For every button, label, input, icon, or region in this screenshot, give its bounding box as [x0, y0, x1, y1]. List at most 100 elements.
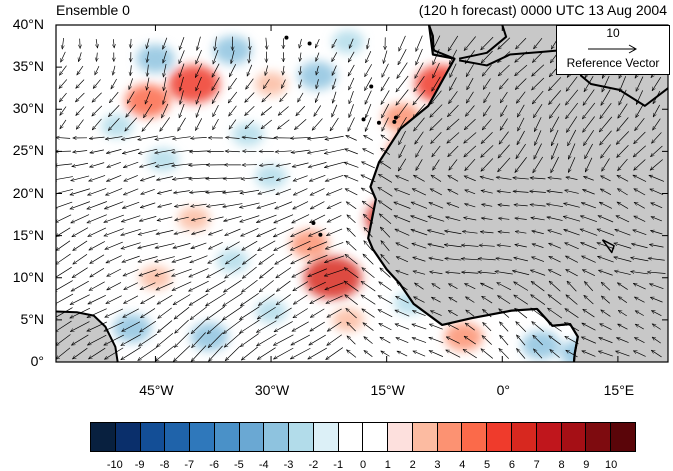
wind-arrow: [618, 89, 627, 105]
colorbar-cell: [388, 423, 413, 451]
wind-arrow: [411, 230, 428, 236]
wind-arrow: [517, 117, 525, 131]
wind-arrow: [70, 307, 91, 319]
wind-arrow: [652, 90, 661, 104]
wind-arrow: [173, 294, 191, 304]
wind-arrow: [275, 253, 293, 264]
wind-arrow: [346, 202, 357, 210]
wind-arrow: [142, 117, 154, 131]
wind-arrow: [448, 310, 458, 317]
wind-arrow: [293, 188, 308, 196]
wind-arrow: [516, 335, 526, 346]
wind-arrow: [56, 137, 71, 138]
wind-arrow: [96, 52, 97, 62]
wind-arrow: [531, 295, 546, 305]
wind-arrow: [584, 143, 593, 159]
wind-arrow: [635, 76, 644, 92]
colorbar-cell: [611, 423, 635, 451]
wind-arrow: [447, 203, 460, 208]
wind-arrow: [157, 294, 173, 304]
wind-arrow: [549, 281, 561, 292]
wind-arrow: [448, 35, 459, 51]
wind-arrow: [90, 162, 105, 167]
wind-arrow: [650, 297, 663, 303]
wind-arrow: [139, 216, 157, 221]
wind-arrow: [87, 334, 107, 346]
wind-arrow: [651, 350, 662, 358]
wind-arrow: [125, 117, 138, 131]
wind-arrow: [109, 91, 119, 103]
wind-arrow: [345, 254, 358, 265]
wind-arrow: [580, 216, 598, 223]
wind-arrow: [73, 151, 88, 153]
wind-arrow: [240, 189, 260, 193]
wind-arrow: [449, 77, 457, 90]
wind-arrow: [155, 256, 175, 262]
colorbar-tick-label: 3: [434, 459, 441, 471]
wind-arrow: [107, 282, 122, 291]
wind-arrow: [633, 230, 647, 236]
lon-label-30w: 30°W: [254, 382, 290, 398]
wind-arrow: [600, 130, 612, 145]
wind-arrow: [600, 102, 612, 119]
wind-arrow: [223, 319, 243, 334]
wind-arrow: [344, 281, 359, 292]
wind-arrow: [60, 51, 66, 62]
lon-label-0: 0°: [496, 382, 510, 398]
anomaly-blob: [136, 44, 175, 73]
wind-arrow: [143, 103, 153, 118]
wind-arrow: [276, 188, 292, 195]
wind-arrow: [448, 49, 458, 65]
wind-arrow: [461, 259, 479, 260]
wind-arrow: [465, 158, 476, 171]
wind-arrow: [515, 218, 527, 219]
wind-arrow: [396, 270, 409, 276]
wind-arrow: [568, 157, 576, 172]
lat-label-10n: 10°N: [12, 268, 44, 285]
wind-arrow: [564, 322, 580, 332]
wind-arrow: [140, 320, 157, 332]
wind-arrow: [446, 349, 461, 358]
wind-arrow: [127, 91, 135, 103]
wind-arrow: [432, 76, 441, 91]
wind-arrow: [308, 227, 327, 237]
wind-arrow: [615, 229, 631, 236]
wind-arrow: [291, 149, 310, 152]
wind-arrow: [179, 103, 185, 118]
wind-arrow: [617, 117, 629, 132]
wind-arrow: [196, 90, 202, 104]
wind-arrow: [325, 135, 344, 139]
wind-arrow: [347, 228, 356, 237]
wind-arrow: [449, 91, 458, 103]
wind-arrow: [378, 296, 393, 305]
wind-arrow: [172, 281, 192, 291]
wind-arrow: [466, 310, 475, 317]
wind-arrow: [495, 271, 513, 275]
wind-arrow: [549, 90, 562, 104]
wind-arrow: [138, 242, 158, 248]
wind-arrow: [381, 254, 390, 265]
wind-arrow: [315, 92, 320, 102]
wind-arrow: [444, 245, 462, 248]
wind-arrow: [600, 188, 612, 195]
lat-label-20n: 20°N: [12, 184, 44, 201]
wind-arrow: [482, 204, 493, 206]
wind-arrow: [242, 137, 257, 139]
wind-arrow: [465, 323, 475, 331]
wind-arrow: [530, 191, 546, 192]
wind-arrow: [548, 322, 562, 332]
colorbar-cell: [437, 423, 463, 451]
wind-arrow: [196, 76, 202, 91]
wind-arrow: [72, 227, 89, 238]
colorbar-cell: [536, 423, 562, 451]
wind-arrow: [549, 243, 561, 249]
wind-arrow: [364, 77, 373, 90]
wind-arrow: [601, 296, 611, 304]
wind-arrow: [346, 135, 357, 141]
wind-arrow: [515, 51, 528, 63]
wind-arrow: [121, 215, 141, 222]
wind-arrow: [398, 158, 407, 171]
wind-arrow: [173, 345, 191, 362]
wind-arrow: [515, 308, 528, 319]
wind-arrow: [532, 90, 544, 104]
